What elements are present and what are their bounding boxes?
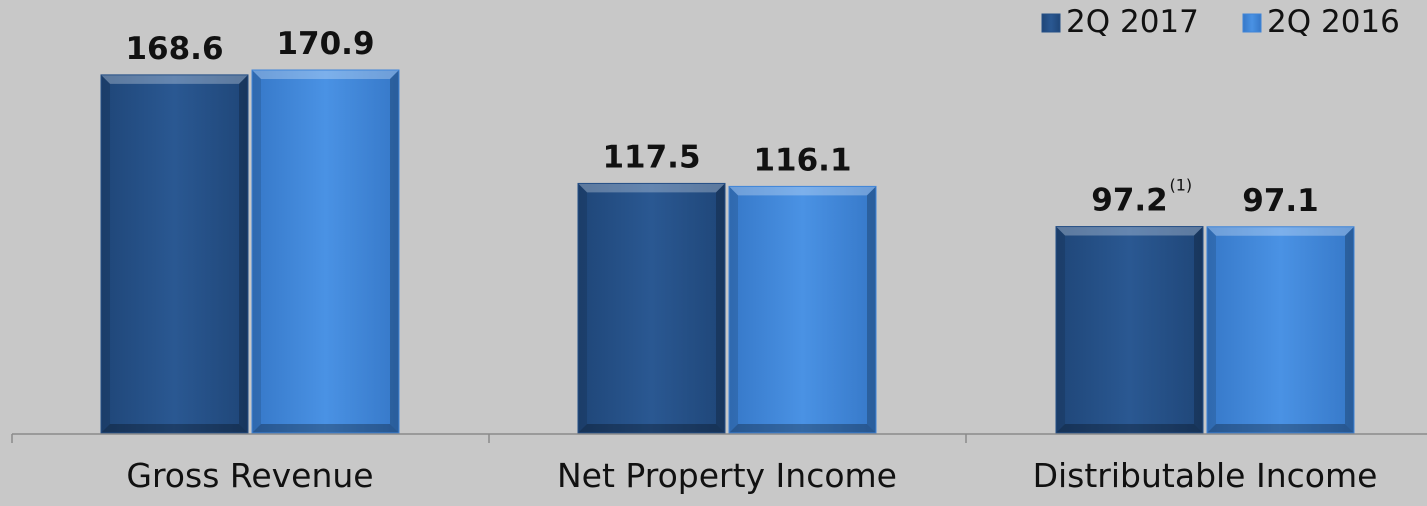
- legend-item-2q-2017: 2Q 2017: [1042, 4, 1199, 40]
- data-label-2q-2016-distributable-income: 97.1: [1242, 183, 1319, 219]
- x-tick-label-net-property-income: Net Property Income: [557, 456, 897, 495]
- bar-2q-2016-net-property-income: [729, 186, 876, 433]
- bars-layer: [101, 70, 1354, 433]
- data-label-2q-2016-net-property-income: 116.1: [753, 142, 851, 178]
- x-axis: Gross Revenue Net Property Income Distribu…: [12, 434, 1427, 495]
- bar-2q-2016-gross-revenue: [252, 70, 399, 433]
- x-tick-label-distributable-income: Distributable Income: [1033, 456, 1378, 495]
- legend: 2Q 2017 2Q 2016: [1042, 4, 1400, 40]
- bar-2q-2017-gross-revenue: [101, 75, 248, 433]
- data-label-2q-2017-distributable-income: 97.2: [1091, 183, 1168, 219]
- legend-label-2q-2017: 2Q 2017: [1066, 4, 1199, 40]
- legend-label-2q-2016: 2Q 2016: [1267, 4, 1400, 40]
- legend-swatch-2q-2016: [1243, 14, 1261, 32]
- bar-2q-2017-distributable-income: [1056, 227, 1203, 433]
- bar-2q-2016-distributable-income: [1207, 227, 1354, 433]
- data-label-2q-2017-net-property-income: 117.5: [602, 139, 700, 175]
- bar-2q-2017-net-property-income: [578, 183, 725, 433]
- legend-swatch-2q-2017: [1042, 14, 1060, 32]
- data-label-2q-2016-gross-revenue: 170.9: [276, 26, 374, 62]
- legend-item-2q-2016: 2Q 2016: [1243, 4, 1400, 40]
- footnote-marker-0: (1): [1170, 176, 1193, 195]
- data-label-2q-2017-gross-revenue: 168.6: [125, 31, 223, 67]
- x-tick-label-gross-revenue: Gross Revenue: [126, 456, 373, 495]
